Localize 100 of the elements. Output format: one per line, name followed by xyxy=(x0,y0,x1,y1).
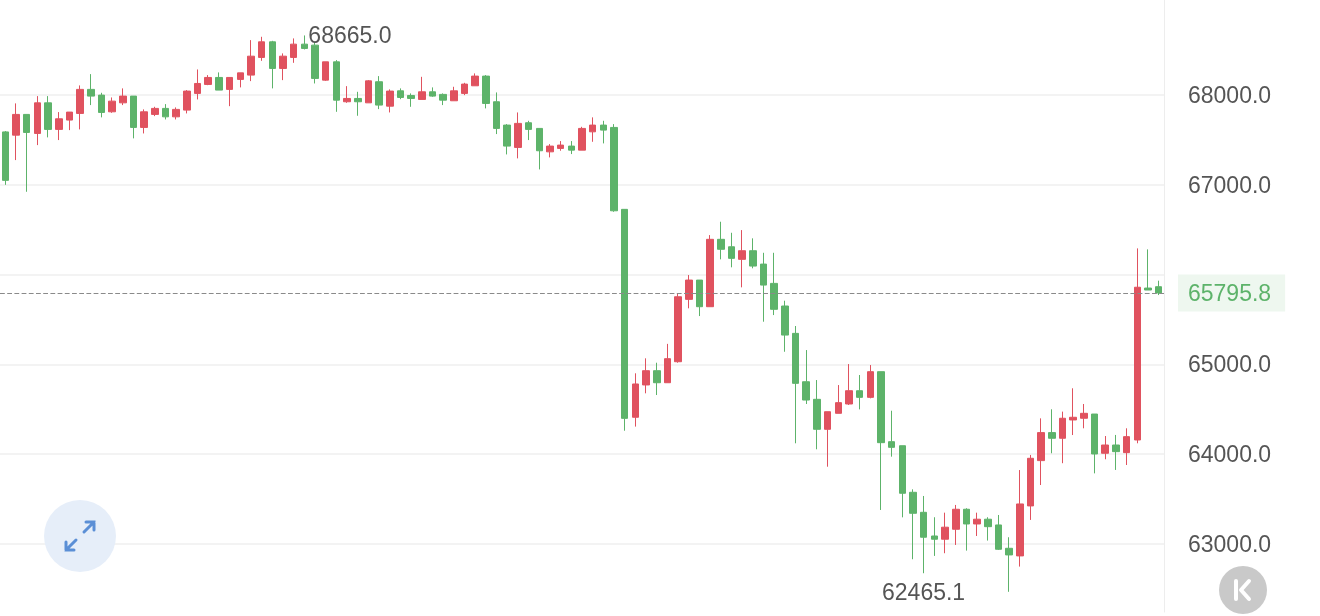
candlestick xyxy=(429,86,436,98)
candlestick xyxy=(1112,434,1120,471)
candlestick xyxy=(738,229,746,288)
candlestick xyxy=(258,36,265,62)
y-tick-label: 67000.0 xyxy=(1188,171,1272,198)
candlestick xyxy=(706,234,714,308)
candlestick xyxy=(1101,435,1109,460)
candlestick xyxy=(503,123,511,155)
candlestick xyxy=(610,123,618,213)
candlestick xyxy=(792,325,799,444)
candlestick xyxy=(899,445,906,518)
candlestick xyxy=(728,232,735,268)
candlestick xyxy=(600,120,607,144)
candlestick xyxy=(23,113,30,193)
candlestick xyxy=(108,96,116,114)
candlestick xyxy=(781,300,789,353)
candlestick xyxy=(920,495,927,574)
candlestick xyxy=(247,39,255,82)
candlestick xyxy=(482,74,490,109)
candlestick xyxy=(354,91,362,117)
candlestick xyxy=(301,34,308,50)
candlestick xyxy=(1016,469,1024,568)
candlestick xyxy=(386,88,394,113)
candlestick xyxy=(941,512,949,554)
candlestick xyxy=(418,76,426,100)
candlestick xyxy=(151,106,159,117)
candlestick xyxy=(813,379,821,450)
candlestick xyxy=(632,372,639,428)
candlestick xyxy=(204,74,212,86)
candlestick xyxy=(824,411,831,468)
candlestick xyxy=(322,61,329,82)
candlestick xyxy=(1091,413,1098,474)
candlestick xyxy=(87,73,95,106)
candlestick xyxy=(1059,411,1066,464)
candlestick xyxy=(845,363,853,406)
candlestick xyxy=(311,41,319,84)
candlestick xyxy=(589,116,596,143)
candlestick xyxy=(279,52,287,81)
candlestick xyxy=(717,221,725,260)
candlestick xyxy=(215,71,223,91)
candlestick xyxy=(514,111,522,159)
candlestick xyxy=(172,106,180,120)
candlestick xyxy=(2,130,9,186)
candlestick xyxy=(546,143,554,158)
candlestick xyxy=(568,140,575,155)
candlestick xyxy=(226,76,233,107)
candlestick xyxy=(290,37,297,64)
annotation: 62465.1 xyxy=(882,578,966,605)
candlestick xyxy=(471,72,479,87)
candlestick xyxy=(12,102,20,161)
candlestick xyxy=(909,488,917,560)
candlestick xyxy=(856,374,863,410)
candlestick xyxy=(685,274,693,309)
candlestick xyxy=(653,362,661,396)
candlestick xyxy=(1123,427,1130,466)
candlestick xyxy=(621,208,628,432)
candlestick xyxy=(1005,536,1013,593)
candlestick xyxy=(1048,408,1056,454)
candlestick xyxy=(343,85,351,104)
candlestick xyxy=(877,371,885,511)
candlestick xyxy=(696,279,703,317)
candlestick xyxy=(963,507,970,552)
candlestick xyxy=(984,516,992,542)
ref-line-label: 65795.8 xyxy=(1188,279,1272,306)
candlestick xyxy=(760,252,767,323)
candlestick xyxy=(439,92,447,106)
candlestick xyxy=(867,364,874,399)
candlestick xyxy=(55,111,63,141)
candlestick xyxy=(269,40,276,89)
candlestick xyxy=(237,72,244,88)
candlestick xyxy=(973,512,981,537)
candlestick xyxy=(770,252,778,316)
candlestick xyxy=(1027,454,1034,521)
y-tick-label: 65000.0 xyxy=(1188,351,1272,378)
candlestick xyxy=(66,111,73,131)
annotation: 68665.0 xyxy=(308,22,392,49)
candlestick xyxy=(536,127,543,170)
candlestick xyxy=(888,410,895,458)
candlestick xyxy=(493,91,500,135)
candlestick xyxy=(1134,247,1141,444)
candlestick xyxy=(931,516,938,557)
candlestick xyxy=(995,514,1002,551)
candlestick xyxy=(674,292,682,364)
candlestick xyxy=(130,95,137,139)
candlestick xyxy=(194,68,201,100)
candlestick xyxy=(525,120,532,141)
y-tick-label: 63000.0 xyxy=(1188,530,1272,557)
candlestick xyxy=(34,95,41,146)
candlestick xyxy=(557,140,564,152)
y-tick-label: 68000.0 xyxy=(1188,82,1272,109)
candlestick xyxy=(461,82,468,96)
candlestick xyxy=(1080,403,1088,429)
candlestick xyxy=(952,504,960,546)
candlestick xyxy=(140,108,148,134)
candlestick xyxy=(44,95,52,138)
candlestick xyxy=(835,384,842,414)
candlestick xyxy=(407,92,415,108)
candlestick xyxy=(802,349,810,405)
candlestick xyxy=(375,75,383,110)
candlestick xyxy=(578,126,586,151)
